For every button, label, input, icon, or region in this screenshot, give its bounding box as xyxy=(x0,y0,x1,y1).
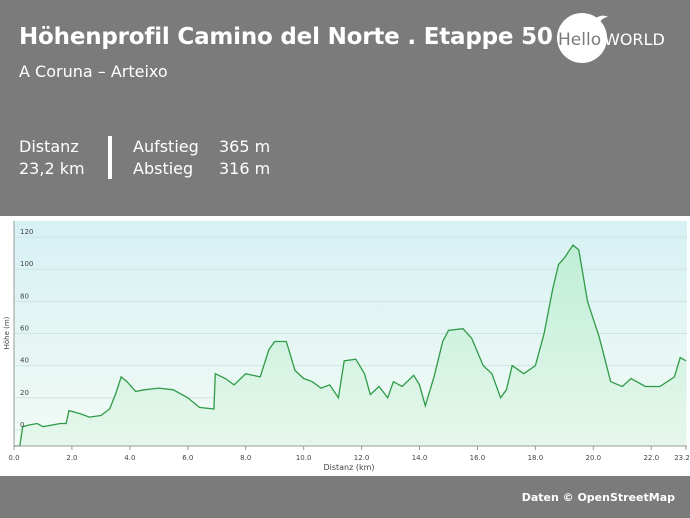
distance-value: 23,2 km xyxy=(19,159,85,178)
elevation-chart: 0.0 2.0 4.0 6.0 8.0 10.0 12.0 14.0 16.0 18.0 20.0 2… xyxy=(3,221,690,472)
x-tick-label: 22.0 xyxy=(643,454,659,462)
ascent-value: 365 m xyxy=(219,137,271,156)
chart-panel: 0.0 2.0 4.0 6.0 8.0 10.0 12.0 14.0 16.0 18.0 20.0 2… xyxy=(0,216,690,476)
x-tick-label: 23.2 xyxy=(674,454,690,462)
y-tick-label: 60 xyxy=(20,325,29,333)
elevation-area xyxy=(14,245,686,446)
y-tick-label: 100 xyxy=(20,260,33,268)
data-credit: Daten © OpenStreetMap xyxy=(521,491,675,504)
bird-icon xyxy=(596,15,608,22)
y-tick-label: 20 xyxy=(20,389,29,397)
x-tick-label: 6.0 xyxy=(182,454,193,462)
y-tick-label: 80 xyxy=(20,292,29,300)
x-tick-label: 10.0 xyxy=(296,454,312,462)
page-title: Höhenprofil Camino del Norte . Etappe 50 xyxy=(19,24,553,50)
y-tick-label: 120 xyxy=(20,228,33,236)
y-tick-label: 40 xyxy=(20,357,29,365)
helloworld-logo[interactable]: Hello WORLD xyxy=(556,12,676,64)
distance-label: Distanz xyxy=(19,137,79,156)
x-tick-label: 0.0 xyxy=(8,454,19,462)
x-tick-label: 18.0 xyxy=(528,454,544,462)
y-axis-label: Höhe (m) xyxy=(3,316,11,349)
logo-circle-icon xyxy=(557,13,607,63)
x-axis-label: Distanz (km) xyxy=(323,463,374,472)
x-tick-label: 14.0 xyxy=(412,454,428,462)
x-tick-label: 4.0 xyxy=(124,454,135,462)
y-tick-label: 0 xyxy=(20,421,24,429)
x-tick-label: 16.0 xyxy=(470,454,486,462)
x-tick-label: 20.0 xyxy=(586,454,602,462)
stats-divider xyxy=(108,136,112,179)
x-tick-label: 8.0 xyxy=(240,454,251,462)
x-tick-label: 2.0 xyxy=(66,454,77,462)
route-subtitle: A Coruna – Arteixo xyxy=(19,62,168,81)
x-tick-label: 12.0 xyxy=(354,454,370,462)
elevation-line xyxy=(14,244,687,447)
logo-text-hello: Hello xyxy=(558,30,601,50)
logo-text-world: WORLD xyxy=(604,30,665,49)
ascent-label: Aufstieg xyxy=(133,137,199,156)
descent-label: Abstieg xyxy=(133,159,194,178)
descent-value: 316 m xyxy=(219,159,271,178)
